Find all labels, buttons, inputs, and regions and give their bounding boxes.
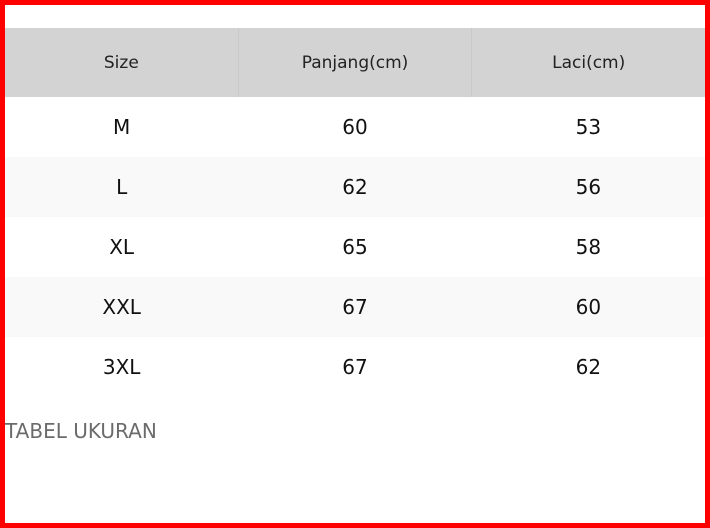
table-cell: 58 bbox=[575, 235, 602, 259]
table-cell: 67 bbox=[342, 295, 368, 319]
header-panjang: Panjang(cm) bbox=[237, 28, 472, 97]
table-cell: 62 bbox=[342, 175, 368, 199]
table-cell: 62 bbox=[575, 355, 602, 379]
size-table: Size Panjang(cm) Laci(cm) M 60 53 L 62 56 XL 65… bbox=[5, 28, 705, 397]
table-cell: 3XL bbox=[102, 355, 141, 379]
table-cell: XL bbox=[109, 235, 135, 259]
table-header: Size Panjang(cm) Laci(cm) bbox=[5, 28, 705, 97]
table-cell: M bbox=[113, 115, 131, 139]
table-row: XL 65 58 bbox=[5, 217, 705, 277]
header-laci: Laci(cm) bbox=[471, 28, 705, 97]
table-cell: 60 bbox=[575, 295, 602, 319]
table-cell: 56 bbox=[575, 175, 602, 199]
table-row: 3XL 67 62 bbox=[5, 337, 705, 397]
table-cell: 60 bbox=[342, 115, 368, 139]
table-row: XXL 67 60 bbox=[5, 277, 705, 337]
table-cell: L bbox=[116, 175, 128, 199]
table-cell: 53 bbox=[575, 115, 602, 139]
table-row: L 62 56 bbox=[5, 157, 705, 217]
table-cell: 67 bbox=[342, 355, 368, 379]
table-row: M 60 53 bbox=[5, 97, 705, 157]
table-cell: 65 bbox=[342, 235, 368, 259]
table-cell: XXL bbox=[102, 295, 141, 319]
header-size: Size bbox=[103, 52, 139, 73]
table-caption: TABEL UKURAN bbox=[5, 419, 157, 443]
